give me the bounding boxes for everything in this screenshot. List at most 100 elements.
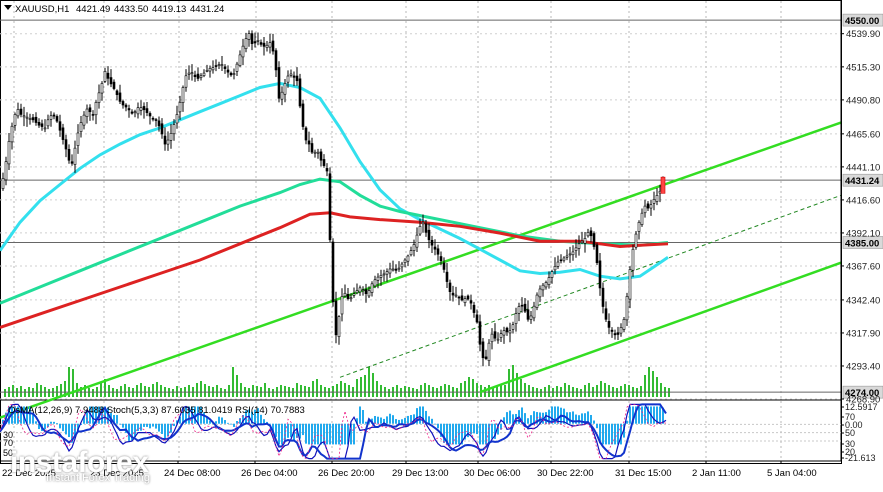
osma-bar: [356, 418, 358, 424]
candle: [7, 132, 11, 171]
volume-bar: [360, 377, 362, 397]
candle-body: [97, 92, 101, 103]
osma-bar: [494, 423, 496, 439]
candle: [544, 280, 548, 290]
osma-bar: [131, 423, 133, 441]
candle: [133, 109, 137, 118]
candle-body: [322, 159, 326, 166]
osma-bar: [173, 423, 175, 427]
candle-body: [628, 269, 632, 300]
price-tick-label: 4515.30: [846, 62, 880, 73]
osma-bar: [239, 418, 241, 424]
candle-body: [295, 75, 299, 82]
volume-bar: [640, 386, 642, 397]
osma-bar: [20, 406, 22, 424]
candle: [79, 116, 83, 138]
osma-bar: [428, 416, 430, 424]
candle-body: [238, 54, 242, 66]
candle-body: [358, 287, 362, 293]
osc-tick-label: 30: [845, 439, 855, 449]
candle: [313, 149, 317, 158]
candle-body: [130, 111, 134, 114]
osma-bar: [584, 413, 586, 424]
volume-bar: [344, 383, 346, 397]
osma-bar: [305, 423, 307, 444]
volume-bar: [108, 385, 110, 397]
osma-bar: [14, 406, 16, 424]
volume-bar: [568, 385, 570, 397]
volume-bar: [48, 389, 50, 397]
volume-bar: [448, 385, 450, 397]
candle-body: [604, 308, 608, 320]
candle: [523, 298, 527, 313]
candle-body: [34, 116, 38, 123]
candle: [76, 124, 80, 154]
candle-body: [634, 233, 638, 248]
candle-body: [478, 321, 482, 345]
volume-bar: [84, 385, 86, 397]
candle-body: [403, 259, 407, 263]
candle-body: [250, 33, 254, 44]
candle: [292, 71, 296, 87]
candle-body: [610, 329, 614, 332]
volume-bar: [208, 386, 210, 397]
volume-bar: [316, 379, 318, 397]
osma-bar: [290, 423, 292, 438]
candle: [625, 292, 629, 327]
candle-body: [136, 107, 140, 115]
candle: [16, 102, 20, 119]
osma-bar: [416, 408, 418, 424]
moving-average-2: [0, 177, 669, 305]
candle: [97, 84, 101, 109]
time-tick-label: 23 Dec 2025: [90, 468, 144, 479]
level-value: 4274.00: [845, 388, 879, 399]
candle-body: [391, 268, 395, 271]
candle: [385, 268, 389, 282]
candle: [214, 59, 218, 72]
osma-bar: [350, 423, 352, 445]
osma-bar: [629, 406, 631, 424]
volume-bar: [20, 386, 22, 397]
osma-bar: [590, 414, 592, 424]
osma-bar: [263, 419, 265, 424]
level-label-box: [842, 385, 883, 399]
candle: [64, 134, 68, 158]
candle-body: [472, 304, 476, 313]
candle: [436, 244, 440, 261]
candle: [217, 61, 221, 69]
candle: [472, 301, 476, 318]
volume-bar: [188, 385, 190, 397]
candle: [619, 323, 623, 337]
candle: [136, 102, 140, 119]
candle: [34, 112, 38, 126]
candle: [121, 99, 125, 109]
candle-body: [427, 229, 431, 241]
candle: [622, 317, 626, 333]
osc-tick-label: 0.00: [845, 420, 863, 430]
candle: [358, 285, 362, 296]
candle-body: [481, 341, 485, 359]
candle-body: [175, 114, 179, 124]
candle-body: [328, 173, 332, 241]
osma-bar: [275, 423, 277, 437]
volume-bar: [200, 381, 202, 397]
volume-bar: [604, 383, 606, 397]
candle: [652, 191, 656, 211]
osma-bar: [545, 412, 547, 424]
osc-tick-label: 12.5917: [845, 402, 878, 412]
volume-bar: [644, 375, 646, 397]
osma-bar: [203, 412, 205, 424]
osma-bar: [434, 423, 436, 425]
candle: [184, 69, 188, 92]
candle-body: [349, 297, 353, 300]
osma-bar: [17, 406, 19, 424]
candle: [58, 114, 62, 137]
candle-body: [223, 66, 227, 69]
osma-bar: [62, 423, 64, 432]
price-tick-label: 4268.90: [846, 395, 880, 406]
candle: [4, 156, 8, 186]
candle: [526, 300, 530, 322]
osma-bar: [452, 423, 454, 445]
candle-body: [418, 226, 422, 235]
candle: [154, 117, 158, 127]
